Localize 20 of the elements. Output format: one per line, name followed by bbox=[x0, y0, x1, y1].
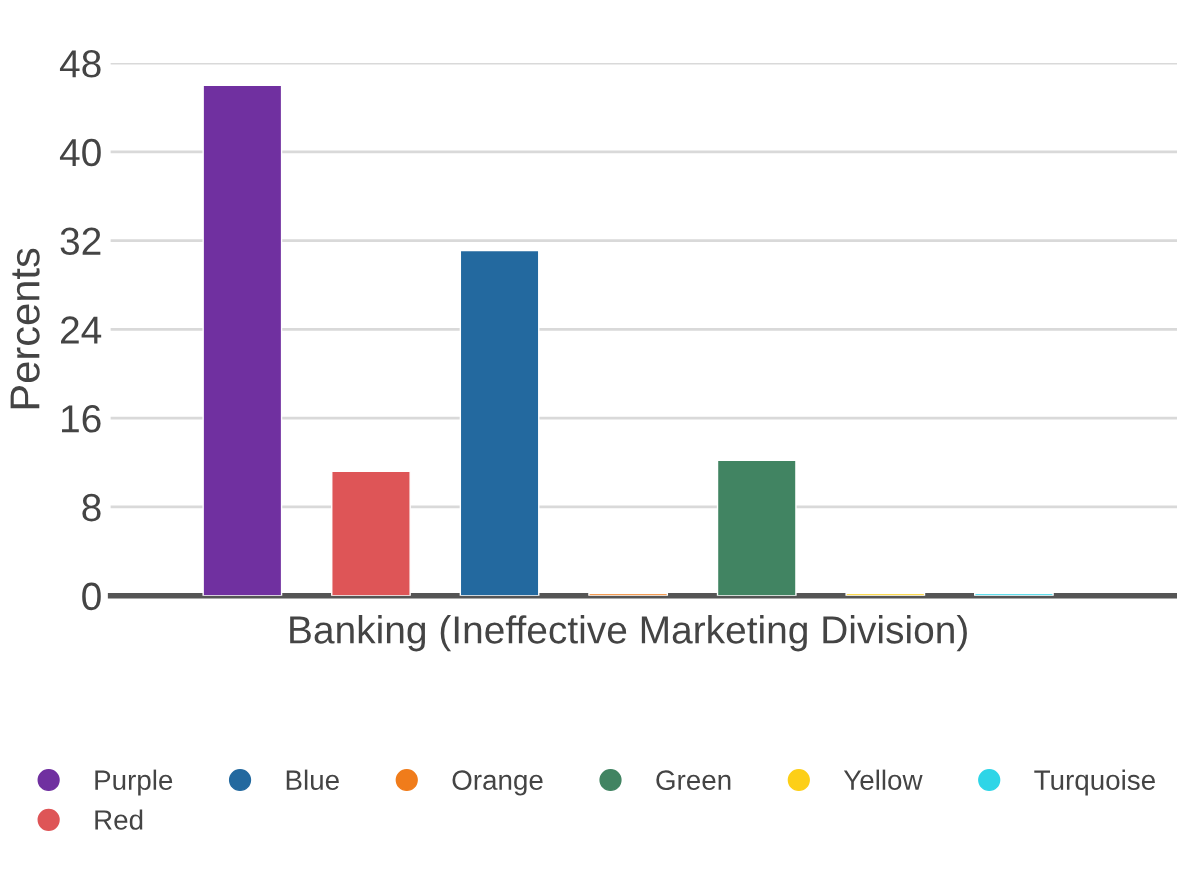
bar bbox=[459, 249, 540, 596]
legend-label: Blue bbox=[286, 769, 339, 790]
y-tick-label: 40 bbox=[59, 138, 101, 167]
y-axis-title: Percents bbox=[10, 248, 40, 409]
y-tick-label: 8 bbox=[82, 493, 101, 522]
legend-label: Purple bbox=[95, 769, 173, 796]
y-tick-label: 48 bbox=[59, 50, 101, 78]
y-tick-label: 32 bbox=[60, 227, 101, 256]
y-tick-label: 24 bbox=[61, 316, 102, 344]
x-tick-label: Banking (Ineffective Marketing Division) bbox=[290, 615, 967, 652]
legend-label: Orange bbox=[452, 770, 543, 796]
y-tick-label: 0 bbox=[82, 582, 101, 611]
legend-label: Yellow bbox=[843, 769, 923, 790]
legend-label: Red bbox=[95, 809, 143, 830]
legend-label: Turquoise bbox=[1034, 769, 1155, 796]
bar bbox=[716, 459, 797, 596]
bar bbox=[331, 470, 411, 596]
y-tick-label: 16 bbox=[62, 405, 101, 433]
legend-label: Green bbox=[656, 770, 731, 790]
bar bbox=[202, 84, 283, 596]
